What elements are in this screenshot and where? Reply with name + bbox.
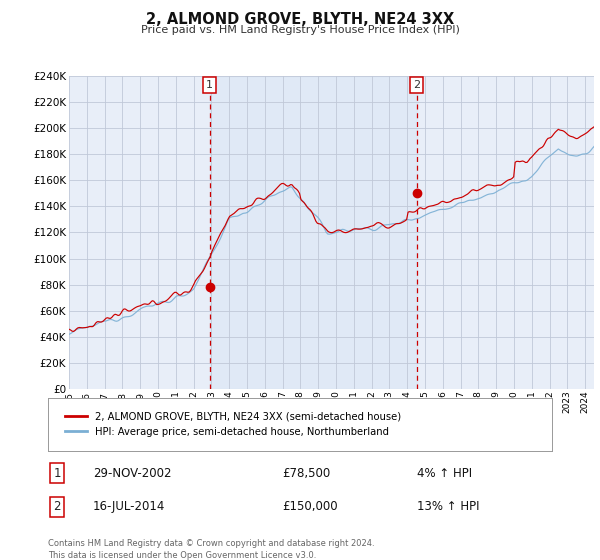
Text: 1: 1	[206, 80, 213, 90]
Text: 13% ↑ HPI: 13% ↑ HPI	[417, 500, 479, 514]
Text: 2: 2	[53, 500, 61, 514]
Bar	[210, 76, 417, 389]
Text: 2: 2	[413, 80, 421, 90]
Text: 29-NOV-2002: 29-NOV-2002	[93, 466, 172, 480]
Text: £78,500: £78,500	[282, 466, 330, 480]
Text: Contains HM Land Registry data © Crown copyright and database right 2024.
This d: Contains HM Land Registry data © Crown c…	[48, 539, 374, 560]
Legend: 2, ALMOND GROVE, BLYTH, NE24 3XX (semi-detached house), HPI: Average price, semi: 2, ALMOND GROVE, BLYTH, NE24 3XX (semi-d…	[58, 404, 408, 444]
Text: 16-JUL-2014: 16-JUL-2014	[93, 500, 166, 514]
Text: £150,000: £150,000	[282, 500, 338, 514]
Text: 2, ALMOND GROVE, BLYTH, NE24 3XX: 2, ALMOND GROVE, BLYTH, NE24 3XX	[146, 12, 454, 27]
Text: 1: 1	[53, 466, 61, 480]
Text: 4% ↑ HPI: 4% ↑ HPI	[417, 466, 472, 480]
Text: Price paid vs. HM Land Registry's House Price Index (HPI): Price paid vs. HM Land Registry's House …	[140, 25, 460, 35]
